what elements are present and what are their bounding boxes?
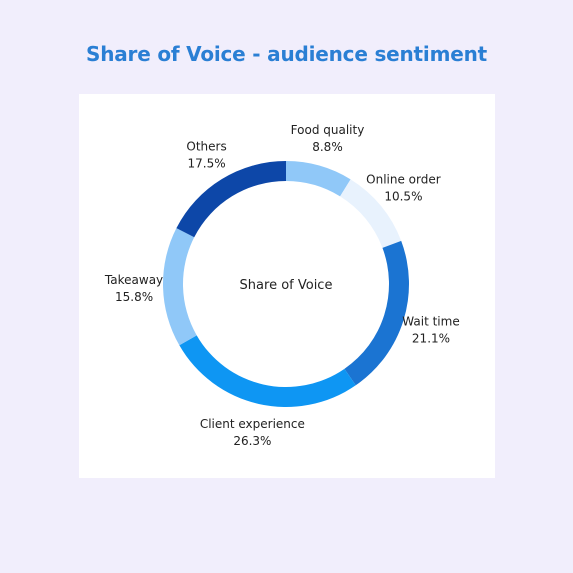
- slice-label-name: Takeaway: [104, 273, 163, 287]
- slice-label: Client experience 26.3%: [200, 417, 305, 448]
- slice-labels: Food quality 8.8% Online order 10.5% Wait ti…: [104, 123, 460, 448]
- slice-label-name: Others: [186, 139, 226, 153]
- donut-slice-others: [176, 161, 286, 238]
- slice-label-value: 15.8%: [115, 290, 153, 304]
- slice-label-name: Client experience: [200, 417, 305, 431]
- slice-label-value: 21.1%: [412, 332, 450, 346]
- slice-label: Others 17.5%: [186, 139, 226, 170]
- donut-slices: [163, 161, 409, 407]
- slice-label-name: Online order: [366, 172, 441, 186]
- slice-label: Online order 10.5%: [366, 172, 441, 203]
- slice-label-value: 10.5%: [384, 189, 422, 203]
- slice-label-name: Wait time: [402, 315, 459, 329]
- slice-label: Wait time 21.1%: [402, 315, 459, 346]
- donut-slice-client-experience: [179, 335, 356, 407]
- donut-slice-food-quality: [286, 161, 351, 197]
- donut-slice-wait-time: [344, 240, 409, 386]
- slice-label-value: 17.5%: [188, 156, 226, 170]
- donut-chart: Food quality 8.8% Online order 10.5% Wait ti…: [104, 123, 460, 448]
- slice-label: Food quality 8.8%: [291, 123, 365, 154]
- chart-card: Food quality 8.8% Online order 10.5% Wait ti…: [79, 94, 495, 478]
- slice-label-name: Food quality: [291, 123, 365, 137]
- slice-label-value: 8.8%: [312, 140, 343, 154]
- donut-slice-takeaway: [163, 228, 197, 346]
- donut-slice-online-order: [340, 179, 402, 248]
- slice-label: Takeaway 15.8%: [104, 273, 163, 304]
- page-title: Share of Voice - audience sentiment: [86, 42, 487, 66]
- center-label: Share of Voice: [240, 278, 333, 293]
- slice-label-value: 26.3%: [233, 434, 271, 448]
